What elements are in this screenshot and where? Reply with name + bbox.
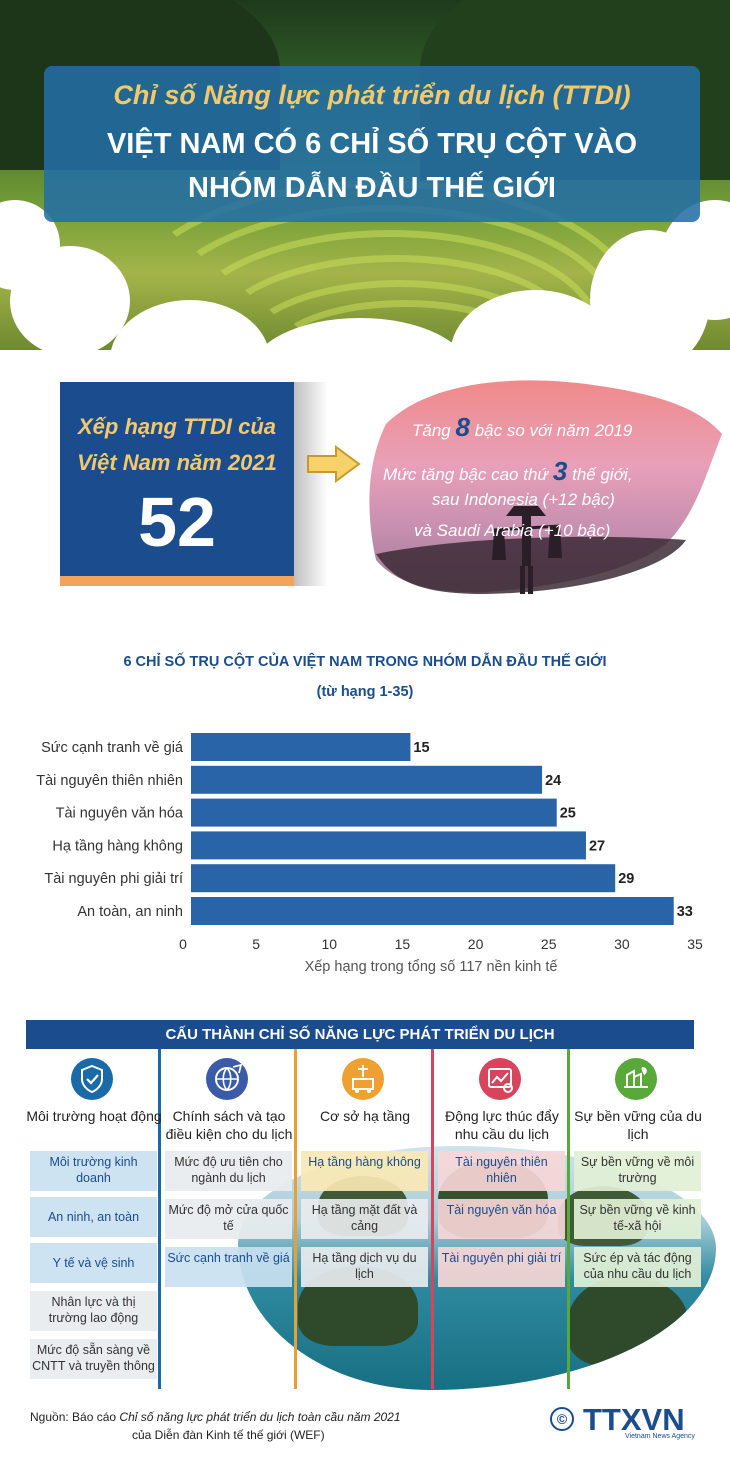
x-tick-label: 0 — [179, 936, 187, 952]
rank-position-number: 3 — [552, 456, 568, 486]
shield-check-icon — [71, 1058, 113, 1100]
component-item: Mức độ ưu tiên cho ngành du lịch — [165, 1151, 292, 1191]
hero-landscape: Chỉ số Năng lực phát triển du lịch (TTDI… — [0, 0, 730, 350]
farmer-silhouette — [492, 506, 562, 594]
column-demand-drivers: Động lực thúc đẩy nhu cầu du lịch Tài ng… — [434, 1049, 570, 1389]
rank-value: 52 — [138, 483, 216, 561]
column-title: Cơ sở hạ tầng — [320, 1108, 410, 1124]
component-item: An ninh, an toàn — [30, 1197, 157, 1237]
sustainability-icon — [615, 1058, 657, 1100]
x-axis-label: Xếp hạng trong tổng số 117 nền kinh tế — [305, 959, 558, 975]
data-label: 27 — [589, 838, 605, 854]
rank-note-indonesia: sau Indonesia (+12 bậc) — [432, 490, 615, 509]
data-label: 33 — [677, 904, 693, 920]
rank-increase-number: 8 — [455, 412, 470, 442]
component-item: Nhân lực và thị trường lao động — [30, 1291, 157, 1331]
column-title: Chính sách và tạo điều kiện cho du lịch — [165, 1108, 293, 1142]
ttxvn-logo: TTXVN — [583, 1402, 685, 1437]
copyright-icon: © — [550, 1407, 574, 1431]
category-label: Tài nguyên thiên nhiên — [36, 773, 183, 789]
component-item: Tài nguyên phi giải trí — [438, 1247, 565, 1287]
rank-card: Xếp hạng TTDI của Việt Nam năm 2021 52 — [60, 382, 328, 586]
header-title-line1: VIỆT NAM CÓ 6 CHỈ SỐ TRỤ CỘT VÀO — [106, 128, 638, 160]
rank-accent-bar — [60, 576, 294, 586]
x-tick-label: 10 — [321, 936, 337, 952]
data-label: 29 — [618, 871, 634, 887]
source-citation-line2: của Diễn đàn Kinh tế thế giới (WEF) — [132, 1428, 325, 1442]
bar — [191, 765, 543, 794]
rank-note-saudi: và Saudi Arabia (+10 bậc) — [414, 521, 611, 540]
column-title: Môi trường hoạt động — [26, 1108, 162, 1124]
category-label: Tài nguyên văn hóa — [56, 806, 184, 822]
demand-drivers-icon — [479, 1058, 521, 1100]
x-tick-label: 30 — [614, 936, 630, 952]
x-tick-label: 35 — [687, 936, 703, 952]
bar — [191, 831, 586, 860]
source-citation: Nguồn: Báo cáo Chỉ số năng lực phát triể… — [30, 1410, 401, 1424]
rank-note-position: Mức tăng bậc cao thứ 3 thế giới, — [383, 456, 633, 486]
x-tick-label: 15 — [395, 936, 411, 952]
travel-globe-icon — [206, 1058, 248, 1100]
bar — [191, 733, 411, 761]
logo-tagline: Vietnam News Agency — [625, 1433, 695, 1440]
column-title: Sự bền vững của du lịch — [574, 1108, 702, 1142]
bar — [191, 798, 557, 827]
title-banner: Chỉ số Năng lực phát triển du lịch (TTDI… — [44, 66, 700, 222]
column-infrastructure: Cơ sở hạ tầng Hạ tầng hàng không Hạ tầng… — [297, 1049, 434, 1389]
component-item: Hạ tầng hàng không — [301, 1151, 428, 1191]
chart-title: 6 CHỈ SỐ TRỤ CỘT CỦA VIỆT NAM TRONG NHÓM… — [123, 654, 607, 670]
category-label: Sức cạnh tranh về giá — [41, 740, 184, 756]
column-sustainability: Sự bền vững của du lịch Sự bền vững về m… — [570, 1049, 706, 1389]
rank-label: Việt Nam năm 2021 — [77, 450, 277, 475]
data-label: 15 — [413, 740, 429, 756]
chart-subtitle: (từ hạng 1-35) — [316, 684, 414, 700]
arrow-right-icon — [307, 445, 361, 483]
component-item: Sự bền vững về kinh tế-xã hội — [574, 1199, 701, 1239]
header-title-line2: NHÓM DẪN ĐẦU THẾ GIỚI — [188, 172, 556, 204]
rank-label: Xếp hạng TTDI của — [77, 414, 277, 439]
bar — [191, 864, 616, 893]
bar — [191, 897, 674, 925]
component-item: Y tế và vệ sinh — [30, 1243, 157, 1283]
component-item: Hạ tầng mặt đất và cảng — [301, 1199, 428, 1239]
column-policy: Chính sách và tạo điều kiện cho du lịch … — [161, 1049, 297, 1389]
header-subtitle: Chỉ số Năng lực phát triển du lịch (TTDI… — [113, 80, 631, 110]
component-item: Sức cạnh tranh về giá — [165, 1247, 292, 1287]
components-header: CẤU THÀNH CHỈ SỐ NĂNG LỰC PHÁT TRIỂN DU … — [26, 1020, 694, 1049]
component-item: Tài nguyên thiên nhiên — [438, 1151, 565, 1191]
component-item: Môi trường kinh doanh — [30, 1151, 157, 1191]
category-label: An toàn, an ninh — [77, 904, 183, 920]
category-label: Tài nguyên phi giải trí — [44, 871, 183, 887]
component-item: Sự bền vững về môi trường — [574, 1151, 701, 1191]
x-tick-label: 25 — [541, 936, 557, 952]
component-item: Mức độ sẵn sàng về CNTT và truyền thông — [30, 1339, 157, 1379]
column-title: Động lực thúc đẩy nhu cầu du lịch — [445, 1108, 559, 1142]
component-item: Tài nguyên văn hóa — [438, 1199, 565, 1239]
category-label: Hạ tầng hàng không — [52, 838, 183, 854]
column-operating-environment: Môi trường hoạt động Môi trường kinh doa… — [26, 1049, 162, 1389]
infrastructure-icon — [342, 1058, 384, 1100]
x-tick-label: 20 — [468, 936, 484, 952]
rank-note-increase: Tăng 8 bậc so với năm 2019 — [412, 412, 633, 442]
data-label: 25 — [560, 806, 576, 822]
component-item: Mức độ mở cửa quốc tế — [165, 1199, 292, 1239]
data-label: 24 — [545, 773, 561, 789]
cloud — [10, 246, 130, 350]
x-tick-label: 5 — [252, 936, 260, 952]
bar-chart: Sức cạnh tranh về giá 15 Tài nguyên thiên … — [36, 733, 703, 975]
component-item: Hạ tầng dịch vụ du lịch — [301, 1247, 428, 1287]
component-item: Sức ép và tác động của nhu cầu du lịch — [574, 1247, 701, 1287]
